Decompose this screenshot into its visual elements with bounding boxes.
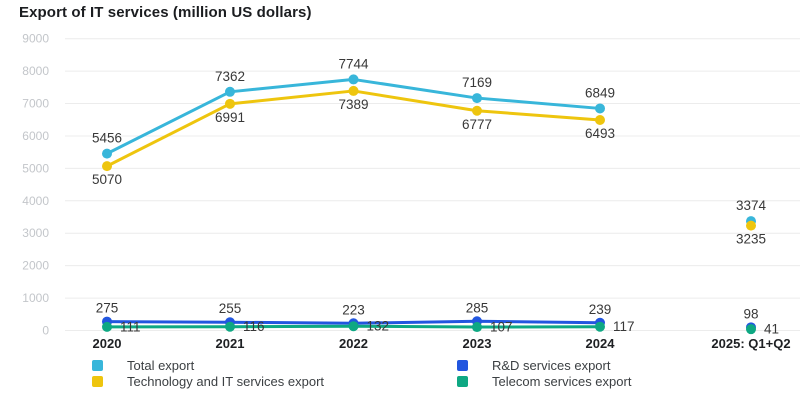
y-axis-tick-label: 1000 xyxy=(22,291,49,305)
legend-item: Telecom services export xyxy=(457,374,631,389)
data-point-label: 3374 xyxy=(736,198,767,213)
data-point-label: 223 xyxy=(342,302,365,317)
data-point-label: 6777 xyxy=(462,117,492,132)
y-axis-tick-label: 0 xyxy=(42,324,49,338)
data-point xyxy=(225,86,235,97)
data-point xyxy=(472,322,482,333)
x-axis-tick-label: 2021 xyxy=(216,336,245,351)
legend-column-right: R&D services export Telecom services expo… xyxy=(457,358,631,390)
data-point xyxy=(348,85,359,96)
data-point-label: 6991 xyxy=(215,110,245,125)
data-point xyxy=(595,114,605,125)
data-point xyxy=(472,105,482,116)
data-point xyxy=(102,161,112,172)
x-axis-tick-label: 2020 xyxy=(93,336,122,351)
legend-item: R&D services export xyxy=(457,358,631,373)
data-point-label: 6493 xyxy=(585,126,615,141)
legend-column-left: Total export Technology and IT services e… xyxy=(92,358,324,390)
data-point xyxy=(348,74,359,85)
data-point-label: 7389 xyxy=(338,97,368,112)
data-point-label: 5070 xyxy=(92,172,122,187)
y-axis-tick-label: 5000 xyxy=(22,161,49,175)
legend-swatch-icon xyxy=(457,376,468,387)
data-point-label: 132 xyxy=(367,319,390,334)
y-axis-tick-label: 3000 xyxy=(22,226,49,240)
data-point-label: 7362 xyxy=(215,69,245,84)
data-point xyxy=(746,220,756,231)
data-point xyxy=(746,324,756,335)
legend-swatch-icon xyxy=(92,376,103,387)
data-point-label: 7169 xyxy=(462,75,492,90)
data-point xyxy=(595,321,605,332)
data-point-label: 3235 xyxy=(736,232,766,247)
data-point xyxy=(348,321,359,332)
data-point-label: 107 xyxy=(490,320,513,335)
data-point xyxy=(225,98,235,109)
data-point-label: 6849 xyxy=(585,85,615,100)
data-point-label: 275 xyxy=(96,301,119,316)
y-axis-tick-label: 9000 xyxy=(22,32,49,46)
data-point-label: 285 xyxy=(466,300,489,315)
x-axis-tick-label: 2023 xyxy=(463,336,492,351)
legend-swatch-icon xyxy=(92,360,103,371)
data-point xyxy=(595,103,605,114)
data-point-label: 111 xyxy=(120,319,141,334)
y-axis-tick-label: 8000 xyxy=(22,64,49,78)
y-axis-tick-label: 2000 xyxy=(22,259,49,273)
legend-item: Total export xyxy=(92,358,324,373)
legend: Total export Technology and IT services e… xyxy=(0,358,802,398)
y-axis-tick-label: 6000 xyxy=(22,129,49,143)
x-axis-tick-label: 2022 xyxy=(339,336,368,351)
data-point-label: 116 xyxy=(243,319,265,334)
data-point xyxy=(102,148,112,159)
legend-label: Total export xyxy=(127,358,195,373)
data-point-label: 255 xyxy=(219,301,242,316)
legend-label: R&D services export xyxy=(492,358,611,373)
legend-swatch-icon xyxy=(457,360,468,371)
data-point-label: 5456 xyxy=(92,131,122,146)
legend-item: Technology and IT services export xyxy=(92,374,324,389)
legend-label: Telecom services export xyxy=(492,374,632,389)
chart-title: Export of IT services (million US dollar… xyxy=(19,4,312,21)
data-point xyxy=(102,321,112,332)
y-axis-tick-label: 7000 xyxy=(22,97,49,111)
data-point-label: 7744 xyxy=(338,56,369,71)
data-point-label: 41 xyxy=(764,322,779,337)
x-axis-tick-label: 2025: Q1+Q2 xyxy=(711,336,790,351)
x-axis-tick-label: 2024 xyxy=(586,336,616,351)
data-point xyxy=(472,93,482,104)
data-point-label: 117 xyxy=(613,319,635,334)
data-point-label: 239 xyxy=(589,302,612,317)
data-point-label: 98 xyxy=(743,306,758,321)
y-axis-tick-label: 4000 xyxy=(22,194,49,208)
data-point xyxy=(225,321,235,332)
legend-label: Technology and IT services export xyxy=(127,374,325,389)
